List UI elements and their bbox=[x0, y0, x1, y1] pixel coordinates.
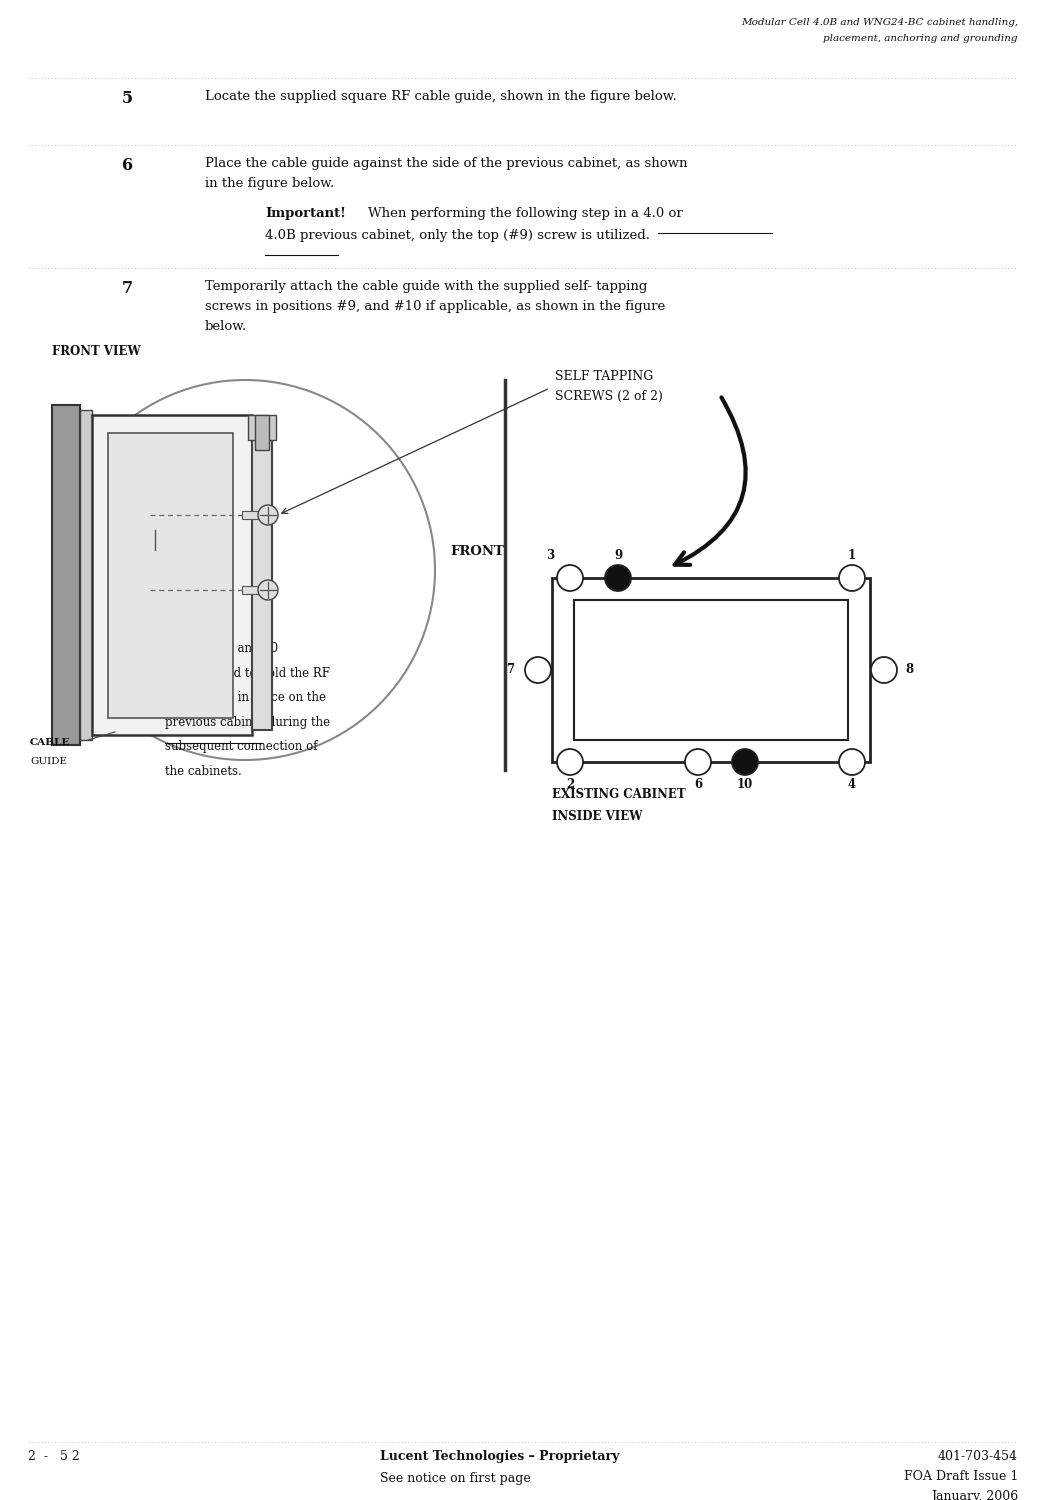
Circle shape bbox=[871, 657, 897, 682]
Text: 9: 9 bbox=[614, 549, 623, 562]
Text: previous cabinet during the: previous cabinet during the bbox=[165, 716, 330, 729]
Text: 10: 10 bbox=[737, 777, 754, 790]
Text: 7: 7 bbox=[122, 280, 133, 297]
Bar bbox=[255, 416, 269, 450]
Circle shape bbox=[258, 506, 278, 525]
Text: EXISTING CABINET: EXISTING CABINET bbox=[552, 788, 685, 801]
Text: below.: below. bbox=[205, 320, 247, 333]
Text: FOA Draft Issue 1: FOA Draft Issue 1 bbox=[903, 1470, 1018, 1484]
FancyArrowPatch shape bbox=[675, 398, 746, 566]
Bar bbox=[108, 433, 233, 718]
Text: 6: 6 bbox=[122, 158, 133, 174]
Text: FRONT VIEW: FRONT VIEW bbox=[52, 345, 140, 358]
Bar bbox=[252, 424, 272, 730]
Text: SCREWS (2 of 2): SCREWS (2 of 2) bbox=[555, 390, 663, 404]
Text: NOTE:: NOTE: bbox=[165, 618, 209, 632]
Circle shape bbox=[258, 580, 278, 600]
Text: Place the cable guide against the side of the previous cabinet, as shown: Place the cable guide against the side o… bbox=[205, 158, 687, 170]
Text: SELF TAPPING: SELF TAPPING bbox=[555, 370, 653, 382]
Circle shape bbox=[556, 566, 583, 591]
Bar bbox=[52, 405, 80, 746]
Text: Lucent Technologies – Proprietary: Lucent Technologies – Proprietary bbox=[380, 1450, 619, 1462]
Bar bbox=[242, 586, 260, 594]
Text: placement, anchoring and grounding: placement, anchoring and grounding bbox=[824, 34, 1018, 44]
Bar bbox=[248, 416, 276, 440]
Text: FRONT: FRONT bbox=[450, 544, 504, 558]
Text: 3: 3 bbox=[546, 549, 554, 562]
Text: screws in positions #9, and #10 if applicable, as shown in the figure: screws in positions #9, and #10 if appli… bbox=[205, 300, 665, 313]
Text: January, 2006: January, 2006 bbox=[931, 1490, 1018, 1500]
Text: Temporarily attach the cable guide with the supplied self- tapping: Temporarily attach the cable guide with … bbox=[205, 280, 648, 292]
Text: 5: 5 bbox=[122, 90, 133, 106]
Text: 401-703-454: 401-703-454 bbox=[938, 1450, 1018, 1462]
Text: Locations 9 and 10: Locations 9 and 10 bbox=[165, 642, 278, 656]
Bar bbox=[80, 410, 92, 740]
Bar bbox=[242, 512, 260, 519]
Circle shape bbox=[556, 748, 583, 776]
Text: INSIDE VIEW: INSIDE VIEW bbox=[552, 810, 642, 824]
Text: 4: 4 bbox=[848, 777, 856, 790]
Text: are provided to hold the RF: are provided to hold the RF bbox=[165, 668, 330, 680]
Bar bbox=[552, 578, 870, 762]
Circle shape bbox=[685, 748, 711, 776]
Text: 8: 8 bbox=[904, 663, 913, 676]
Text: in the figure below.: in the figure below. bbox=[205, 177, 334, 190]
Text: 7: 7 bbox=[506, 663, 515, 676]
Text: When performing the following step in a 4.0 or: When performing the following step in a … bbox=[368, 207, 682, 220]
Text: GUIDE: GUIDE bbox=[30, 758, 67, 766]
Text: 2  -   5 2: 2 - 5 2 bbox=[28, 1450, 80, 1462]
Text: 2: 2 bbox=[566, 777, 574, 790]
Circle shape bbox=[525, 657, 551, 682]
Text: Modular Cell 4.0B and WNG24-BC cabinet handling,: Modular Cell 4.0B and WNG24-BC cabinet h… bbox=[741, 18, 1018, 27]
Bar bbox=[574, 600, 848, 740]
Circle shape bbox=[839, 748, 865, 776]
Circle shape bbox=[605, 566, 631, 591]
Text: See notice on first page: See notice on first page bbox=[380, 1472, 530, 1485]
Text: Locate the supplied square RF cable guide, shown in the figure below.: Locate the supplied square RF cable guid… bbox=[205, 90, 677, 104]
Bar bbox=[92, 416, 252, 735]
Text: CABLE: CABLE bbox=[30, 738, 70, 747]
Circle shape bbox=[839, 566, 865, 591]
Text: Important!: Important! bbox=[265, 207, 346, 220]
Text: 1: 1 bbox=[848, 549, 856, 562]
Text: 4.0B previous cabinet, only the top (#9) screw is utilized.: 4.0B previous cabinet, only the top (#9)… bbox=[265, 230, 650, 242]
Text: 6: 6 bbox=[694, 777, 702, 790]
Text: subsequent connection of: subsequent connection of bbox=[165, 741, 318, 753]
Circle shape bbox=[732, 748, 758, 776]
Text: the cabinets.: the cabinets. bbox=[165, 765, 242, 778]
Text: cable guide in place on the: cable guide in place on the bbox=[165, 692, 326, 705]
